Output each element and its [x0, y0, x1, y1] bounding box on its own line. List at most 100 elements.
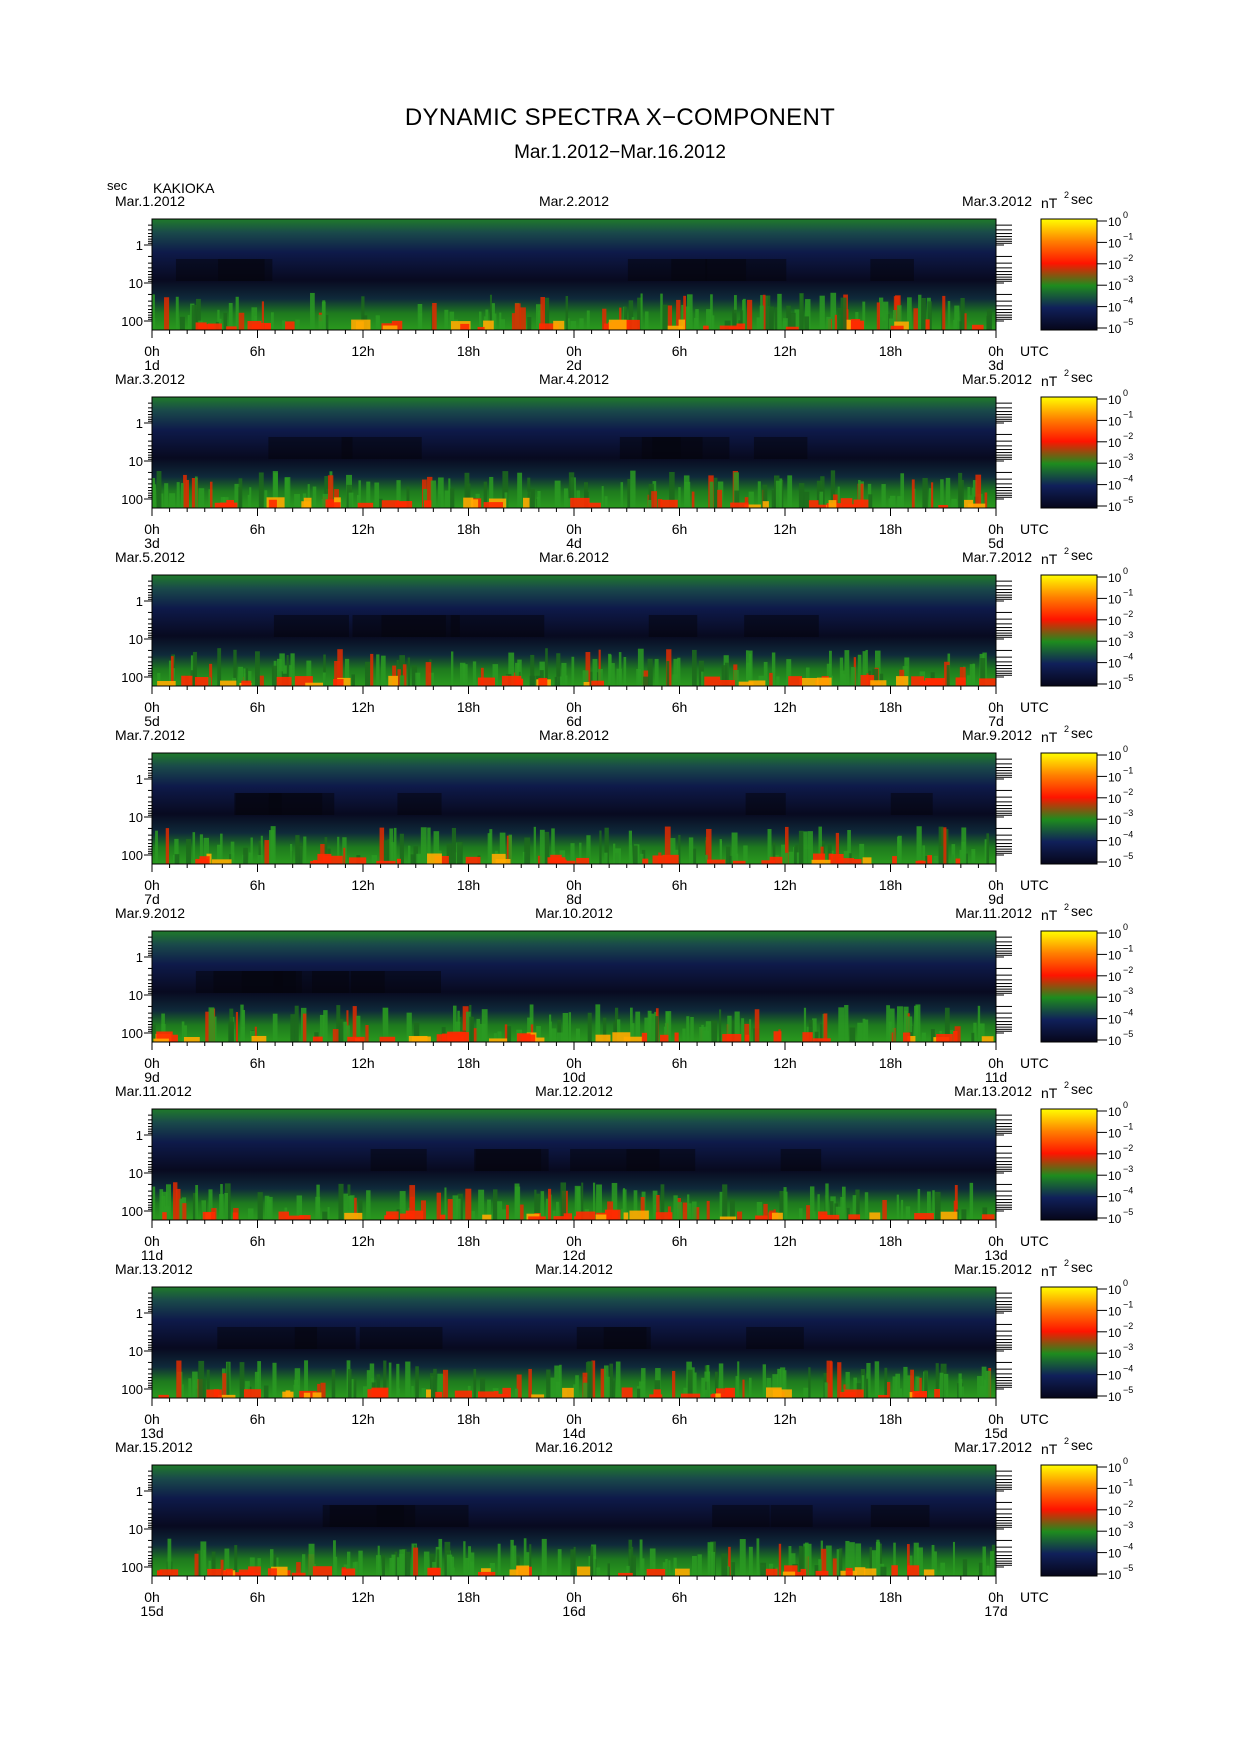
activity-streak: [425, 662, 432, 686]
activity-streak: [673, 1557, 677, 1576]
activity-streak: [871, 1550, 878, 1576]
activity-hotspot: [301, 501, 311, 508]
activity-streak: [272, 1013, 278, 1042]
activity-streak: [214, 1016, 217, 1042]
activity-streak: [541, 1538, 547, 1576]
activity-hotspot: [312, 1036, 323, 1042]
activity-streak: [741, 1018, 745, 1042]
activity-streak: [560, 1182, 567, 1220]
colorbar-tick-exponent: 0: [1123, 1100, 1128, 1110]
activity-streak: [947, 301, 951, 330]
activity-hotspot: [222, 1570, 227, 1576]
activity-streak: [762, 294, 766, 330]
colorbar-tick-exponent: −3: [1123, 274, 1133, 284]
activity-streak: [713, 477, 718, 508]
activity-streak: [889, 495, 896, 508]
activity-streak: [684, 481, 691, 508]
activity-streak: [175, 296, 179, 330]
activity-streak: [220, 1559, 224, 1576]
activity-streak: [519, 307, 526, 330]
colorbar-unit: nT: [1041, 1263, 1058, 1279]
activity-streak: [529, 1004, 534, 1042]
activity-hotspot: [662, 854, 679, 864]
activity-streak: [405, 1551, 411, 1576]
activity-streak: [915, 1376, 920, 1398]
activity-streak: [699, 1026, 705, 1042]
activity-hotspot: [386, 1211, 399, 1220]
activity-streak: [629, 845, 632, 864]
activity-streak: [449, 311, 455, 330]
quiet-band: [294, 1327, 356, 1349]
activity-streak: [469, 1016, 474, 1042]
activity-streak: [310, 292, 315, 330]
activity-streak: [188, 1378, 192, 1398]
activity-streak: [757, 481, 761, 508]
activity-streak: [756, 1202, 763, 1220]
activity-streak: [258, 840, 263, 864]
activity-streak: [954, 1026, 961, 1042]
activity-streak: [438, 1538, 443, 1576]
activity-hotspot: [726, 1033, 742, 1042]
activity-streak: [472, 1028, 478, 1042]
activity-streak: [692, 649, 697, 686]
y-tick-label: 1: [136, 1128, 143, 1143]
activity-streak: [341, 1021, 348, 1042]
activity-hotspot: [890, 325, 904, 330]
activity-streak: [880, 1566, 887, 1576]
activity-hotspot: [285, 1390, 291, 1398]
activity-streak: [719, 1191, 724, 1220]
colorbar-unit: nT: [1041, 907, 1058, 923]
activity-hotspot: [660, 499, 678, 508]
activity-hotspot: [732, 860, 746, 864]
colorbar-tick-exponent: 0: [1123, 1278, 1128, 1288]
y-axis-unit-label: sec: [107, 178, 128, 193]
activity-streak: [756, 1538, 760, 1576]
colorbar-tick-label: 10: [1108, 1148, 1122, 1162]
activity-streak: [846, 1207, 850, 1220]
activity-streak: [396, 480, 401, 508]
colorbar-tick-exponent: 0: [1123, 388, 1128, 398]
activity-hotspot: [357, 502, 374, 508]
activity-streak: [514, 1388, 519, 1398]
colorbar-gradient: [1040, 1286, 1098, 1399]
activity-hotspot: [347, 1036, 365, 1042]
activity-hotspot: [232, 1212, 238, 1220]
activity-streak: [203, 837, 210, 864]
activity-streak: [835, 1206, 842, 1220]
activity-streak: [255, 651, 260, 686]
activity-streak: [896, 1006, 903, 1042]
activity-hotspot: [521, 1034, 536, 1042]
activity-streak: [186, 479, 189, 508]
activity-hotspot: [251, 1035, 267, 1042]
activity-streak: [969, 664, 976, 686]
activity-streak: [844, 1005, 849, 1042]
x-tick-label: 0h: [988, 1589, 1004, 1605]
activity-streak: [609, 1363, 614, 1398]
x-tick-label: 18h: [457, 1411, 480, 1427]
activity-streak: [823, 1013, 828, 1042]
activity-streak: [420, 1200, 426, 1220]
activity-streak: [772, 842, 776, 864]
activity-streak: [888, 318, 895, 330]
activity-streak: [323, 1010, 328, 1042]
activity-streak: [636, 668, 642, 686]
activity-hotspot: [846, 319, 851, 330]
activity-hotspot: [955, 677, 966, 686]
spectrogram-activity: [158, 1327, 992, 1398]
quiet-band: [397, 793, 442, 815]
activity-streak: [812, 1018, 817, 1042]
activity-hotspot: [641, 1032, 648, 1042]
activity-streak: [655, 1016, 659, 1042]
activity-hotspot: [816, 504, 834, 508]
activity-hotspot: [348, 857, 367, 864]
activity-streak: [510, 1539, 514, 1576]
activity-streak: [394, 1551, 398, 1576]
activity-streak: [519, 1204, 524, 1220]
activity-streak: [203, 1378, 206, 1398]
colorbar-tick-exponent: −2: [1123, 609, 1133, 619]
colorbar-tick-exponent: −2: [1123, 787, 1133, 797]
activity-streak: [206, 1369, 210, 1398]
x-tick-label: 12h: [773, 1411, 796, 1427]
activity-hotspot: [344, 1212, 363, 1220]
